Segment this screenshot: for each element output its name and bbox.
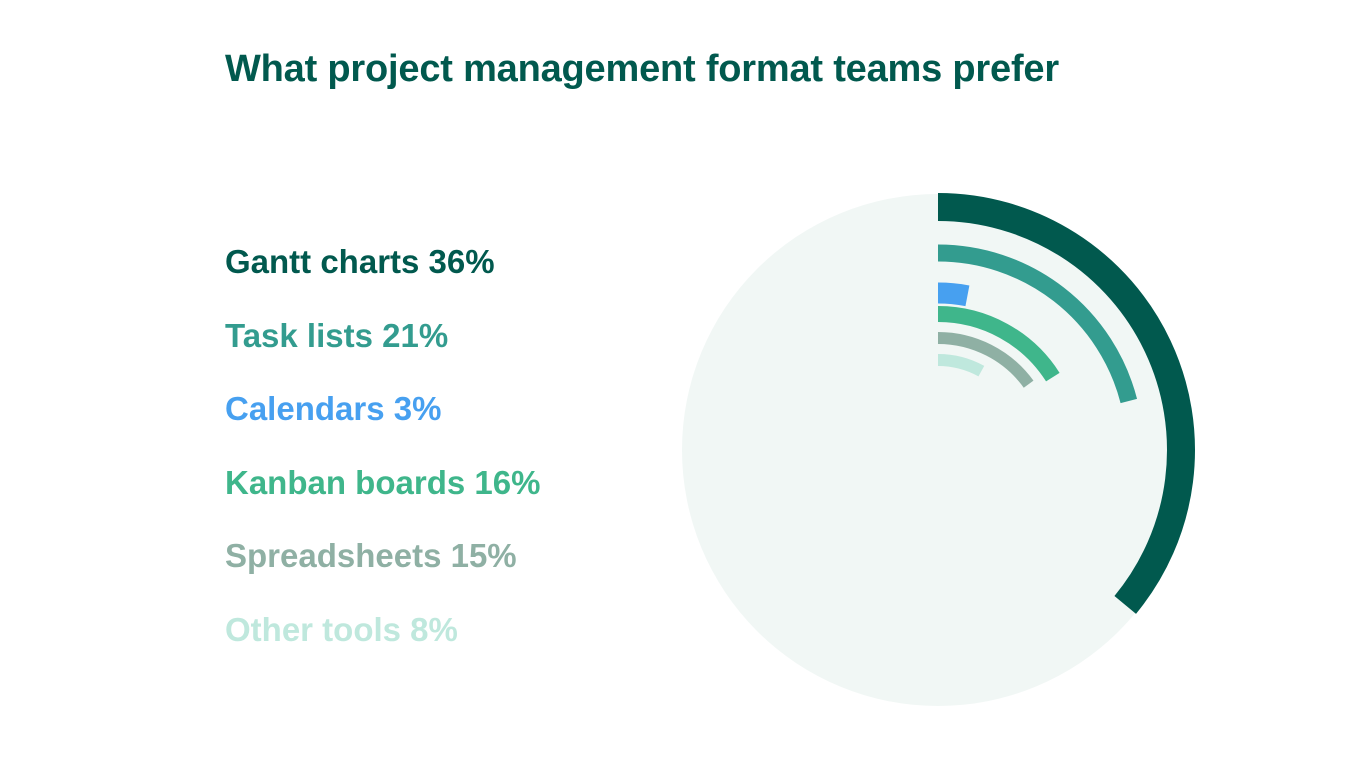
radial-bar-kanban-boards — [937, 306, 1060, 382]
legend-item-other-tools: Other tools 8% — [225, 610, 458, 648]
legend-item-gantt-charts: Gantt charts 36% — [225, 243, 495, 280]
radial-bar-other-tools — [937, 354, 985, 377]
legend-item-calendars: Calendars 3% — [225, 390, 442, 427]
radial-bar-calendars — [937, 282, 970, 307]
chart-title: What project management format teams pre… — [225, 48, 1059, 90]
legend-item-kanban-boards: Kanban boards 16% — [225, 463, 541, 501]
radial-bar-task-lists — [937, 244, 1138, 404]
radial-bar-spreadsheets — [937, 332, 1034, 388]
chart-background-circle — [682, 194, 1194, 706]
radial-bar-gantt-charts — [937, 193, 1195, 614]
legend-item-task-lists: Task lists 21% — [225, 316, 449, 354]
legend-item-spreadsheets: Spreadsheets 15% — [225, 537, 517, 574]
